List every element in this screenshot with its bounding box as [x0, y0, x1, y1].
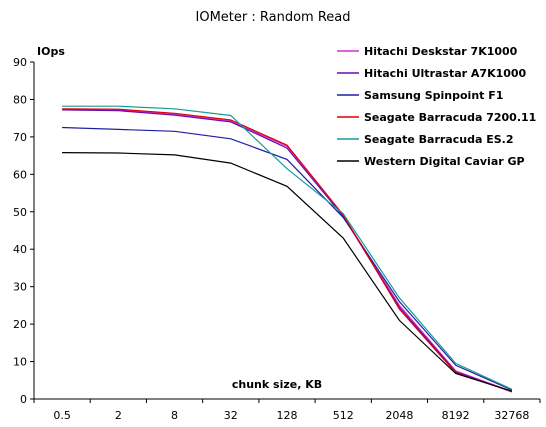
y-tick-label: 90	[13, 56, 27, 69]
x-tick-label: 0.5	[53, 409, 71, 422]
y-tick-label: 50	[13, 206, 27, 219]
series-lines	[62, 105, 513, 393]
series-line-5	[62, 152, 513, 392]
legend-label: Hitachi Ultrastar A7K1000	[364, 67, 527, 80]
legend: Hitachi Deskstar 7K1000 Hitachi Ultrastar…	[337, 45, 536, 168]
y-ticks: 0 10 20 30 40 50 60 70 80 90	[13, 56, 34, 406]
y-tick-label: 80	[13, 93, 27, 106]
series-line-2	[62, 126, 513, 391]
x-tick-label: 8192	[442, 409, 470, 422]
chart-title: IOMeter : Random Read	[196, 10, 351, 25]
y-tick-label: 70	[13, 131, 27, 144]
series-line-3	[62, 108, 513, 393]
legend-label: Seagate Barracuda ES.2	[364, 133, 513, 146]
y-tick-label: 30	[13, 281, 27, 294]
x-tick-label: 2	[115, 409, 122, 422]
legend-label: Samsung Spinpoint F1	[364, 89, 503, 102]
y-tick-label: 20	[13, 318, 27, 331]
x-tick-label: 2048	[385, 409, 413, 422]
y-tick-label: 0	[20, 393, 27, 406]
x-tick-label: 32768	[494, 409, 529, 422]
legend-label: Hitachi Deskstar 7K1000	[364, 45, 518, 58]
x-tick-label: 128	[277, 409, 298, 422]
legend-label: Seagate Barracuda 7200.11	[364, 111, 536, 124]
y-tick-label: 10	[13, 356, 27, 369]
x-tick-label: 512	[333, 409, 354, 422]
x-axis-label: chunk size, KB	[232, 378, 322, 391]
series-line-4	[62, 105, 513, 390]
y-axis-label: IOps	[37, 45, 65, 58]
legend-label: Western Digital Caviar GP	[364, 155, 525, 168]
series-line-0	[62, 109, 513, 393]
x-tick-label: 8	[171, 409, 178, 422]
y-tick-label: 60	[13, 168, 27, 181]
x-tick-label: 32	[224, 409, 238, 422]
series-line-1	[62, 109, 513, 393]
x-ticks: 0.5 2 8 32 128 512 2048 8192 32768	[33, 399, 541, 422]
y-tick-label: 40	[13, 243, 27, 256]
